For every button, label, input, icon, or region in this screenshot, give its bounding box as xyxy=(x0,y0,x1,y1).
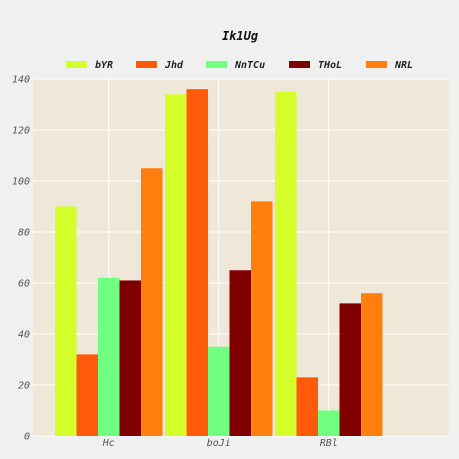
legend-label-NRL: NRL xyxy=(394,60,413,71)
bar-Jhd-RBl xyxy=(296,377,318,436)
y-tick-label: 80 xyxy=(18,228,30,239)
bar-bYR-boJi xyxy=(165,94,187,437)
bar-NRL-RBl xyxy=(361,293,383,436)
x-tick-label: boJi xyxy=(207,438,231,449)
legend-swatch-NnTCu xyxy=(206,61,227,68)
y-tick-label: 0 xyxy=(24,432,30,443)
bar-THoL-boJi xyxy=(229,270,251,436)
y-tick-label: 20 xyxy=(18,381,30,392)
bar-NnTCu-Hc xyxy=(98,277,120,436)
bar-Jhd-boJi xyxy=(186,89,208,436)
bar-THoL-RBl xyxy=(339,303,361,436)
bar-NnTCu-boJi xyxy=(208,346,230,436)
legend-label-bYR: bYR xyxy=(95,60,113,71)
bar-NRL-boJi xyxy=(251,201,273,436)
bar-bYR-Hc xyxy=(55,206,77,436)
y-tick-label: 60 xyxy=(18,279,30,290)
bar-NRL-Hc xyxy=(141,168,163,436)
legend-swatch-THoL xyxy=(289,61,310,68)
legend-swatch-bYR xyxy=(66,61,87,68)
bar-NnTCu-RBl xyxy=(318,410,340,436)
bar-bYR-RBl xyxy=(275,91,297,436)
y-axis-ticks: 0 20 40 60 80 100 120 140 xyxy=(12,75,30,443)
legend: bYR Jhd NnTCu THoL NRL xyxy=(66,60,413,71)
x-axis-ticks: Hc boJi RBl xyxy=(102,438,338,449)
x-tick-label: RBl xyxy=(320,438,338,449)
y-tick-label: 40 xyxy=(18,330,30,341)
bar-THoL-Hc xyxy=(119,280,141,436)
legend-label-NnTCu: NnTCu xyxy=(234,60,265,71)
legend-label-THoL: THoL xyxy=(318,60,342,71)
bar-Jhd-Hc xyxy=(76,354,98,436)
y-tick-label: 140 xyxy=(12,75,30,86)
x-tick-label: Hc xyxy=(102,438,115,449)
legend-swatch-Jhd xyxy=(136,61,157,68)
legend-label-Jhd: Jhd xyxy=(164,60,184,71)
bars xyxy=(55,89,383,437)
legend-swatch-NRL xyxy=(366,61,387,68)
y-tick-label: 100 xyxy=(12,177,30,188)
chart-title: Ik1Ug xyxy=(222,29,258,43)
y-tick-label: 120 xyxy=(12,126,30,137)
